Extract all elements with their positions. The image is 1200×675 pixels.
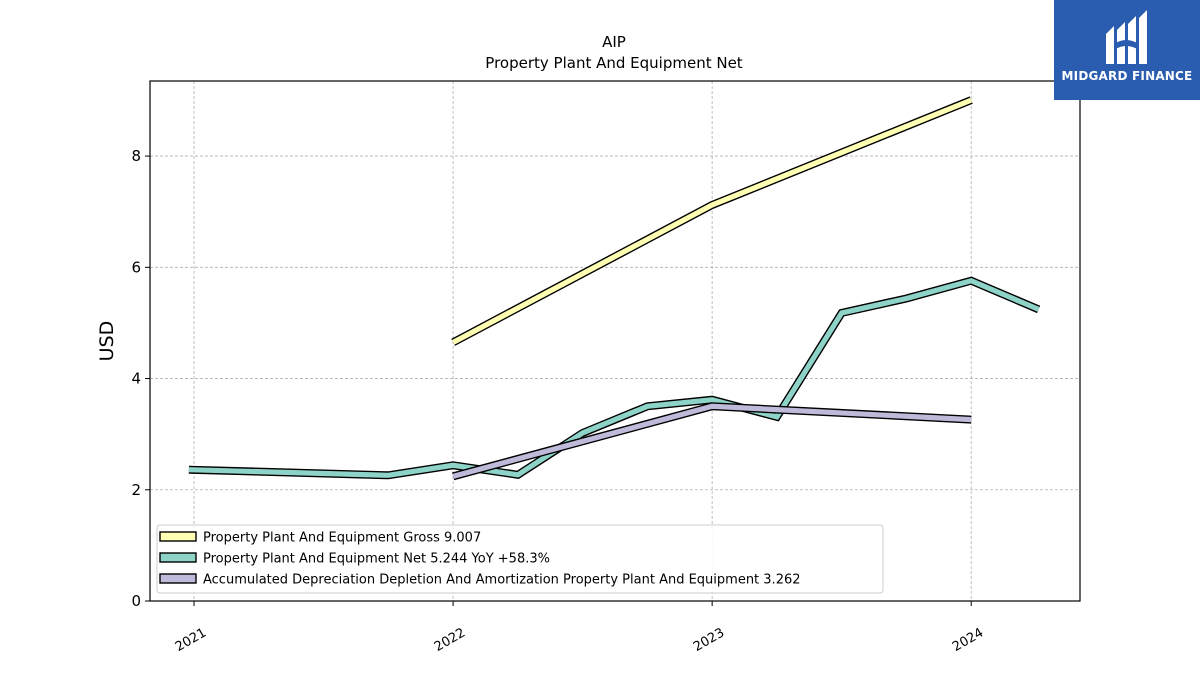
series-3 (452, 402, 972, 481)
series-lines (188, 96, 1041, 481)
x-tick-label: 2023 (691, 625, 727, 655)
chart-title: AIP (602, 33, 626, 51)
legend-swatch (159, 531, 197, 542)
y-tick-label: 6 (131, 258, 141, 276)
plot-frame (149, 80, 1081, 602)
legend: Property Plant And Equipment Gross 9.007… (156, 524, 884, 594)
legend-label: Property Plant And Equipment Net 5.244 Y… (203, 552, 550, 567)
legend-box (156, 524, 884, 594)
brand-logo: MIDGARD FINANCE (1054, 0, 1200, 100)
series-line (451, 97, 973, 345)
y-tick-label: 0 (131, 592, 141, 610)
x-tick-label: 2024 (950, 625, 986, 655)
y-tick-label: 2 (131, 481, 141, 499)
legend-swatch (159, 552, 197, 563)
chart-subtitle: Property Plant And Equipment Net (485, 54, 742, 72)
series-line (452, 403, 972, 479)
series-2 (188, 276, 1041, 480)
y-axis-label: USD (96, 321, 118, 362)
legend-label: Accumulated Depreciation Depletion And A… (203, 573, 801, 588)
y-axis-ticks: 0 2 4 6 8 (131, 147, 150, 610)
legend-swatch (159, 573, 197, 584)
legend-label: Property Plant And Equipment Gross 9.007 (203, 531, 481, 546)
series-line-outline (188, 276, 1041, 480)
logo-mark-icon (1106, 10, 1147, 64)
series-line (188, 277, 1040, 478)
series-1 (451, 96, 973, 346)
y-tick-label: 4 (131, 370, 141, 388)
x-tick-label: 2021 (173, 625, 209, 655)
brand-name: MIDGARD FINANCE (1061, 69, 1193, 83)
x-tick-label: 2022 (432, 625, 468, 655)
y-tick-label: 8 (131, 147, 141, 165)
x-axis-ticks: 2021 2022 2023 2024 (173, 601, 986, 655)
grid (150, 81, 1080, 602)
